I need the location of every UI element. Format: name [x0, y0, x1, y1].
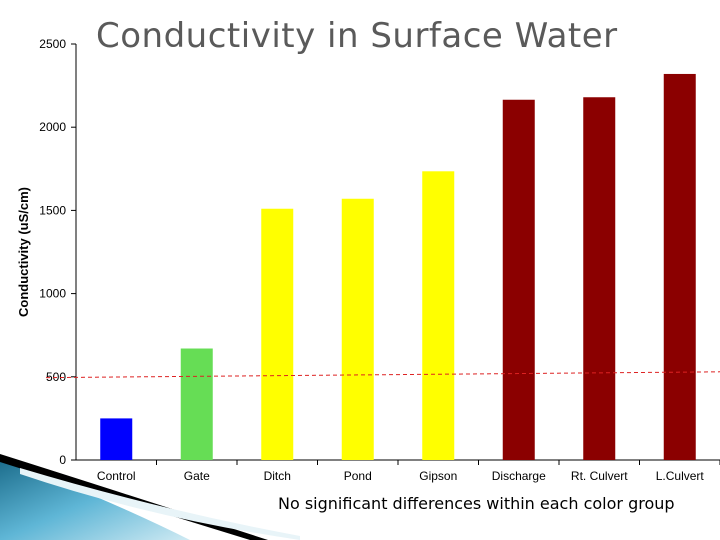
y-tick-label: 1000: [39, 287, 66, 301]
y-tick-labels: 0 500 1000 1500 2000 2500: [39, 37, 76, 467]
bar-pond: [341, 198, 374, 460]
footnote: No significant differences within each c…: [278, 494, 675, 513]
y-axis-label: Conductivity (uS/cm): [16, 187, 31, 317]
y-tick-label: 2500: [39, 37, 66, 51]
x-tick-label: Control: [97, 469, 136, 483]
y-tick-label: 500: [46, 370, 66, 384]
x-tick-label: Gipson: [419, 469, 457, 483]
bar-l-culvert: [663, 73, 696, 461]
bar-ditch: [261, 208, 294, 460]
bar-gate: [180, 348, 213, 460]
bar-discharge: [502, 99, 535, 460]
y-tick-label: 2000: [39, 120, 66, 134]
y-tick-label: 1500: [39, 203, 66, 217]
bar-control: [100, 418, 133, 460]
x-tick-label: L.Culvert: [656, 469, 705, 483]
page-title: Conductivity in Surface Water: [96, 16, 618, 56]
bar-gipson: [422, 171, 455, 460]
chart-bars: [100, 73, 696, 461]
reference-dashed-line: [45, 371, 720, 379]
x-tick-label: Ditch: [264, 469, 291, 483]
y-tick-label: 0: [59, 453, 66, 467]
x-tick-labels: Control Gate Ditch Pond Gipson Discharge Rt. C…: [97, 460, 720, 483]
chart-axes: [75, 44, 720, 461]
x-tick-label: Discharge: [492, 469, 546, 483]
bar-rt-culvert: [583, 97, 616, 461]
x-tick-label: Pond: [344, 469, 372, 483]
x-tick-label: Rt. Culvert: [571, 469, 628, 483]
reference-line: [45, 371, 720, 379]
corner-swoosh-decoration: [0, 454, 300, 540]
x-tick-label: Gate: [184, 469, 210, 483]
